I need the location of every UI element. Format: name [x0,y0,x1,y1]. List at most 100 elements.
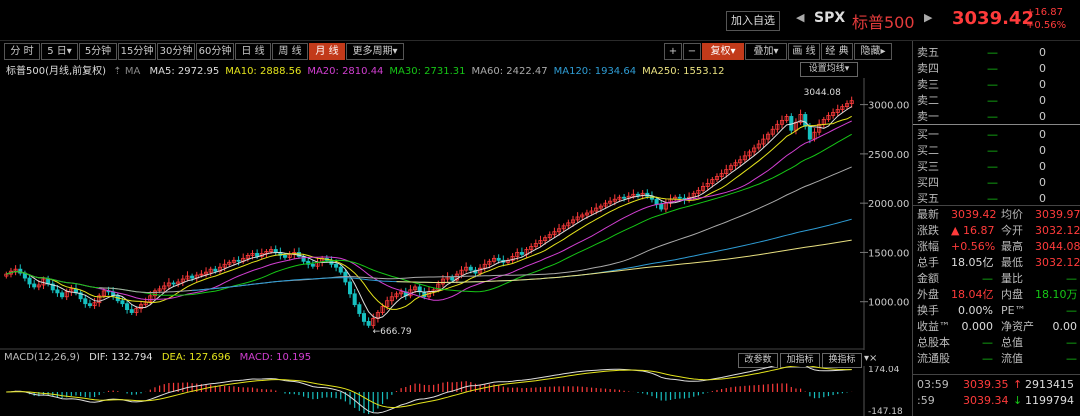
macd-bottom-tick: -147.18 [868,407,903,416]
macd-action-button[interactable]: 换指标 [822,353,862,368]
orderbook-price: — [987,176,998,189]
candle-body [775,123,780,130]
orderbook-price: — [987,62,998,75]
candle-body [385,300,390,308]
top-bar [0,0,1080,41]
toolbar-tool-button[interactable]: 画 线 [788,43,820,60]
macd-action-button[interactable]: 加指标 [780,353,820,368]
candle-body [570,219,576,224]
quote-value: — [982,352,993,365]
candle-body [840,106,845,110]
candle-body [357,304,362,314]
candle-body [97,295,102,304]
period-tab[interactable]: 5 日▾ [41,43,78,60]
toolbar-tool-button[interactable]: 复权▾ [702,43,744,60]
orderbook-volume: 0 [1039,160,1046,173]
set-ma-button[interactable]: 设置均线▾ [800,62,858,77]
quote-row: 收益™ 0.000 净资产 0.00 [917,319,1077,335]
candle-body [533,243,538,247]
macd-title: MACD(12,26,9) [4,352,80,363]
quote-row: 流通股 — 流值 — [917,351,1077,367]
orderbook-volume: 0 [1039,144,1046,157]
orderbook-price: — [987,128,998,141]
quote-label: 量比 [1001,272,1023,285]
indicator-close-icon[interactable]: ▾× [864,353,878,364]
macd-legend: MACD(12,26,9) DIF: 132.794 DEA: 127.696 … [0,352,910,366]
toolbar-tool-button[interactable]: + [664,43,682,60]
tick-arrow-icon: ↑ [1013,378,1023,391]
tick-time: :59 [917,394,935,407]
quote-value: 3044.08 [1035,240,1080,253]
toolbar-tool-button[interactable]: 隐藏▸ [854,43,892,60]
candle-body [510,255,515,261]
period-tab[interactable]: 月 线 [309,43,345,60]
next-symbol-icon[interactable]: ▶ [924,11,933,24]
candle-body [487,260,492,265]
candle-body [190,275,195,279]
change-value: +16.87 [1026,7,1064,18]
candle-body [162,285,167,290]
candle-body [134,308,139,313]
candle-body [399,291,404,295]
y-tick-label: 2000.00 [868,199,909,210]
chart-title: 标普500(月线,前复权) [6,66,107,77]
period-tab[interactable]: 分 时 [4,43,40,60]
quote-row: 涨幅 +0.56% 最高 3044.08 [917,239,1080,255]
quote-label: 流值 [1001,352,1023,365]
low-annotation: ←666.79 [373,327,412,337]
orderbook-row: 卖一 — 0 [917,109,1077,125]
ma-line [6,120,852,301]
candle-body [742,155,747,161]
period-tab[interactable]: 60分钟 [196,43,234,60]
candle-body [55,289,60,294]
quote-row: 最新 3039.42 均价 3039.97 [917,207,1080,223]
add-to-watchlist-button[interactable]: 加入自选 [726,11,780,31]
orderbook-label: 卖二 [917,94,939,107]
quote-label: 换手 [917,304,939,317]
candle-body [798,114,803,123]
candle-body [696,189,701,194]
candle-body [710,179,715,184]
candle-body [394,293,399,298]
tick-row: 03:59 3039.35 ↑ 2913415 [917,377,1077,393]
candlestick-chart[interactable]: 3000.00 2500.00 2000.00 1500.00 1000.00 3044.… [0,78,910,350]
candle-body [557,228,562,233]
period-tab[interactable]: 周 线 [272,43,308,60]
period-tab[interactable]: 5分钟 [79,43,117,60]
toolbar-tool-button[interactable]: − [683,43,701,60]
quote-label: 净资产 [1001,320,1034,333]
toolbar-tool-button[interactable]: 叠加▾ [745,43,787,60]
ticks-divider [913,374,1080,375]
candle-body [831,112,836,116]
y-tick-label: 2500.00 [868,150,909,161]
tick-volume: 2913415 [1025,378,1074,391]
period-tab[interactable]: 更多周期▾ [346,43,404,60]
prev-symbol-icon[interactable]: ◀ [796,11,805,24]
orderbook-volume: 0 [1039,62,1046,75]
period-tab[interactable]: 15分钟 [118,43,156,60]
candle-body [580,214,585,218]
candle-body [389,296,394,302]
candle-body [273,249,278,253]
candle-body [361,313,366,322]
quote-value: — [1066,336,1077,349]
candle-body [719,173,724,177]
orderbook-price: — [987,144,998,157]
macd-chart[interactable]: 174.04 -147.18 [0,366,910,416]
quote-row: 总手 18.05亿 最低 3032.12 [917,255,1080,271]
candle-body [436,283,441,291]
toolbar-tool-button[interactable]: 经 典 [821,43,853,60]
candle-body [204,271,209,275]
tick-row: :59 3039.34 ↓ 1199794 [917,393,1077,409]
candle-body [566,222,571,227]
period-tab[interactable]: 日 线 [235,43,271,60]
candle-body [199,273,204,276]
macd-action-button[interactable]: 改参数 [738,353,778,368]
high-annotation: 3044.08 [804,88,841,98]
ma-line [396,239,852,283]
period-tab[interactable]: 30分钟 [157,43,195,60]
ma-toggle-icon[interactable]: ⇡ [113,66,122,77]
orderbook-row: 买四 — 0 [917,175,1077,191]
ma-legend-item: MA120: 1934.64 [553,66,637,77]
candle-body [338,266,343,273]
